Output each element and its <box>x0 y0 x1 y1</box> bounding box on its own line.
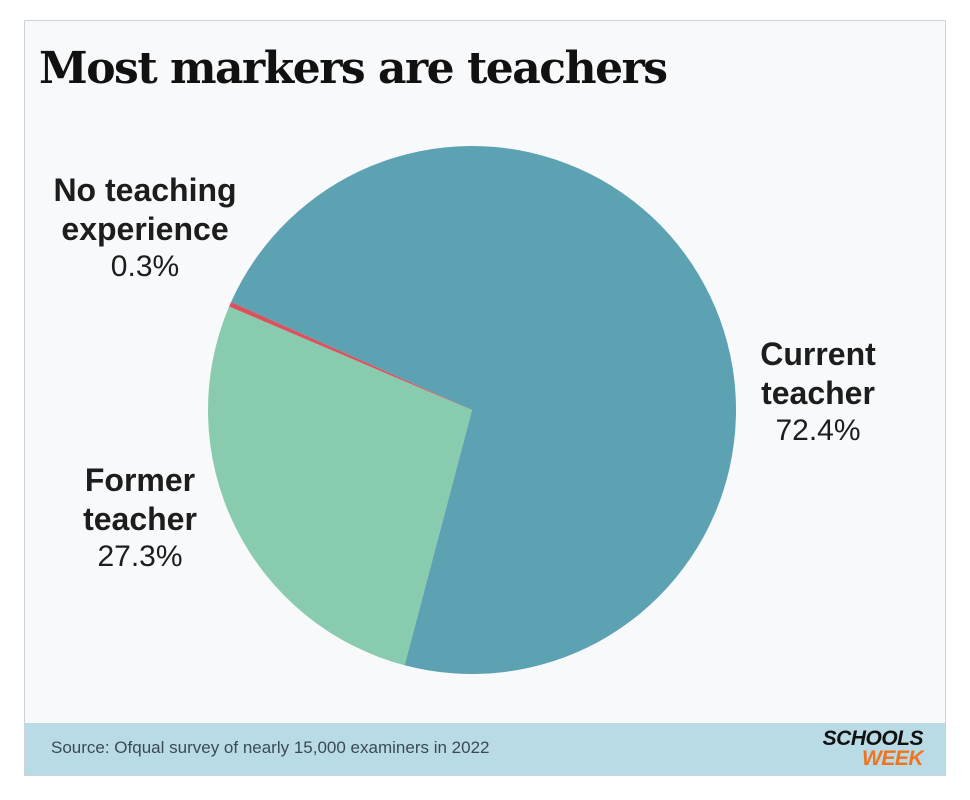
value-current-teacher: 72.4% <box>775 414 861 448</box>
slice-no-teaching-experience <box>229 301 472 410</box>
label-no-teaching-line1: No teaching <box>53 172 237 208</box>
footer-bar: Source: Ofqual survey of nearly 15,000 e… <box>25 723 945 775</box>
logo-line1: SCHOOLS <box>822 727 924 750</box>
value-former-teacher: 27.3% <box>97 540 183 574</box>
pie-chart <box>207 146 737 675</box>
label-former-teacher: Former teacher 27.3% <box>65 461 215 576</box>
label-current-teacher: Current teacher 72.4% <box>743 335 893 450</box>
label-current-teacher-line1: Current <box>760 336 876 372</box>
label-former-teacher-line1: Former <box>84 462 196 498</box>
value-no-teaching-experience: 0.3% <box>110 250 180 284</box>
schools-week-logo: SCHOOLS WEEK <box>822 727 924 770</box>
label-no-teaching-experience: No teaching experience 0.3% <box>45 171 245 286</box>
slice-former-teacher <box>207 306 472 666</box>
label-former-teacher-line2: teacher <box>83 501 197 538</box>
chart-card: Most markers are teachers Current teache… <box>24 20 946 776</box>
source-note: Source: Ofqual survey of nearly 15,000 e… <box>51 738 490 757</box>
label-current-teacher-line2: teacher <box>761 375 875 412</box>
slice-current-teacher <box>231 146 737 675</box>
logo-line2: WEEK <box>862 746 924 770</box>
pie-slices <box>207 146 737 675</box>
chart-title: Most markers are teachers <box>39 43 668 94</box>
label-no-teaching-line2: experience <box>61 211 229 248</box>
